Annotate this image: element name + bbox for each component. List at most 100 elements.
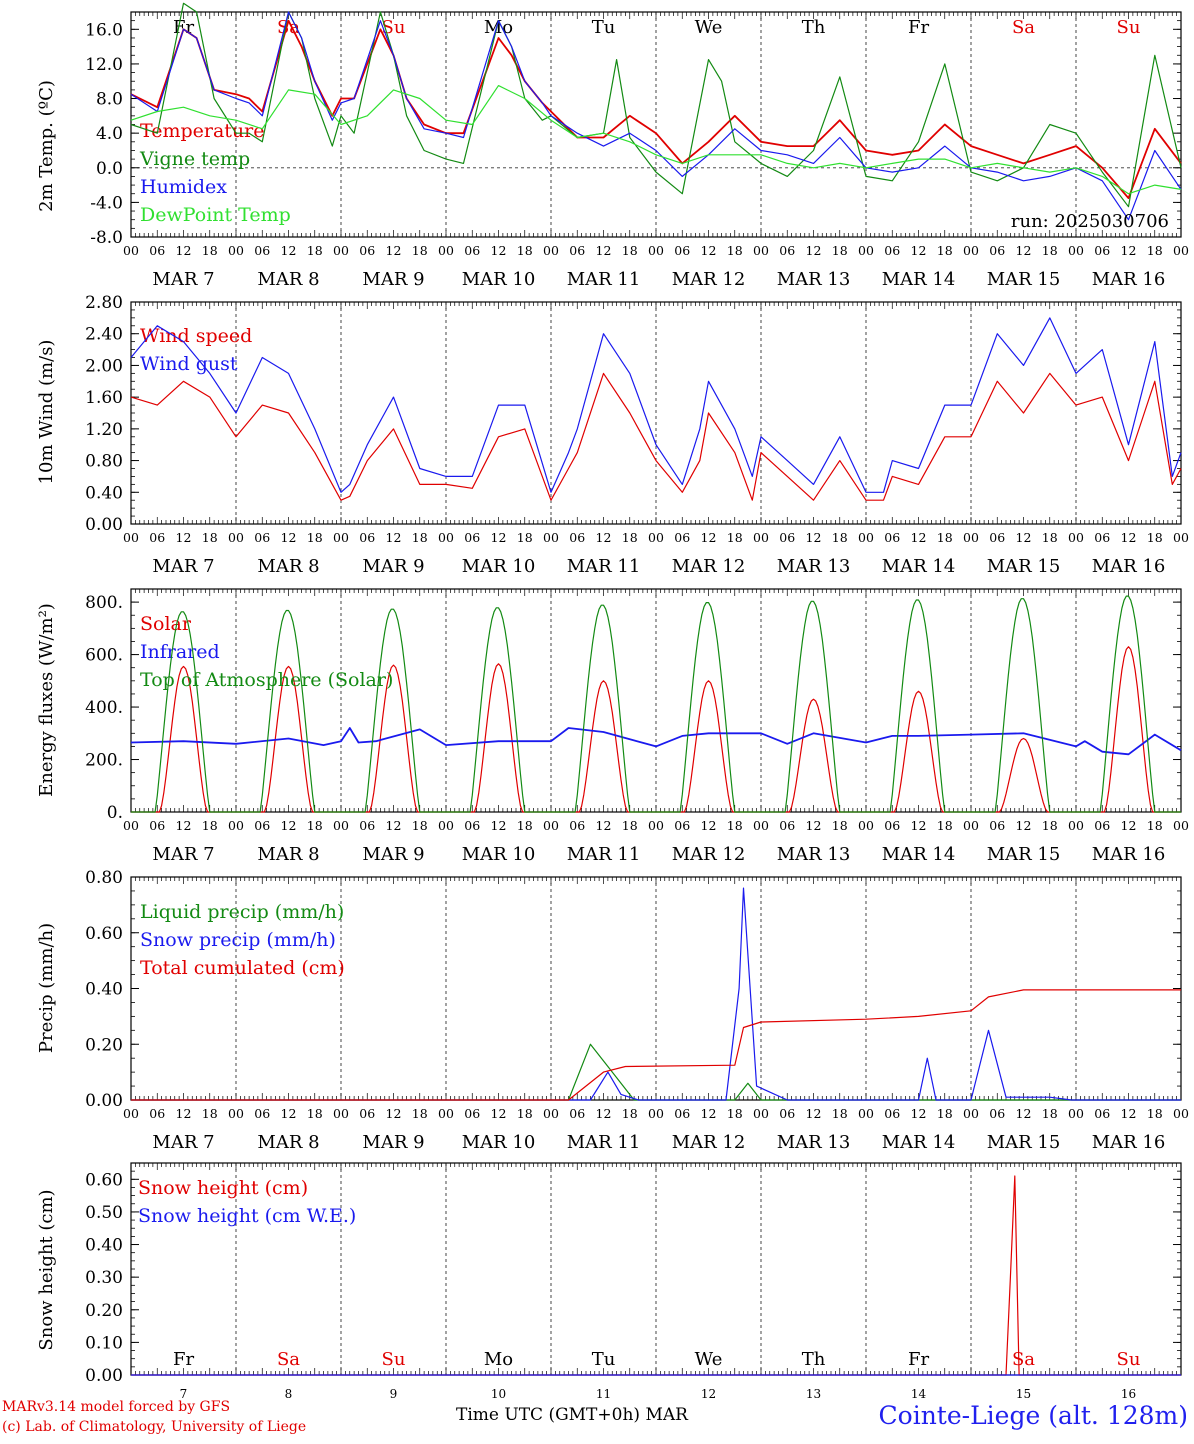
x-hour-label: 18 — [202, 530, 218, 545]
legend-entry: Wind gust — [140, 353, 238, 375]
x-date-label: MAR 8 — [257, 556, 319, 577]
x-hour-label: 18 — [622, 1106, 638, 1121]
x-hour-label: 06 — [569, 530, 585, 545]
y-tick-label: 1.20 — [85, 420, 123, 440]
day-name-label: Su — [1117, 1349, 1141, 1370]
x-hour-label: 00 — [333, 530, 349, 545]
day-name-label: Fr — [173, 1349, 194, 1370]
legend-entry: Infrared — [140, 641, 220, 663]
x-hour-label: 00 — [123, 530, 139, 545]
x-hour-label: 18 — [832, 818, 848, 833]
x-hour-label: 18 — [307, 818, 323, 833]
x-hour-label: 00 — [963, 530, 979, 545]
x-date-label: MAR 14 — [882, 556, 956, 577]
y-tick-label: 0. — [107, 803, 123, 823]
x-hour-label: 00 — [648, 818, 664, 833]
x-date-label: MAR 13 — [777, 556, 851, 577]
day-name-label: Su — [382, 17, 406, 38]
y-tick-label: 200. — [85, 751, 123, 771]
x-date-label: MAR 14 — [882, 844, 956, 865]
y-tick-label: 0.60 — [85, 924, 123, 944]
series-line-precip — [131, 887, 1181, 1101]
x-hour-label: 06 — [884, 530, 900, 545]
model-credit: MARv3.14 model forced by GFS — [2, 1399, 231, 1415]
x-hour-label: 12 — [1121, 243, 1137, 258]
y-tick-label: 8.0 — [96, 90, 123, 110]
x-hour-label: 00 — [228, 243, 244, 258]
x-hour-label: 18 — [412, 1106, 428, 1121]
x-hour-label: 00 — [333, 243, 349, 258]
x-hour-label: 06 — [464, 818, 480, 833]
x-hour-label: 00 — [438, 818, 454, 833]
legend-entry: Solar — [140, 613, 192, 635]
y-tick-label: 400. — [85, 698, 123, 718]
x-hour-label: 00 — [858, 530, 874, 545]
x-date-label: MAR 15 — [987, 269, 1061, 290]
x-hour-label: 06 — [149, 530, 165, 545]
station-name: Cointe-Liege (alt. 128m) — [878, 1401, 1188, 1430]
x-hour-label: 18 — [937, 530, 953, 545]
day-name-label: Sa — [277, 1349, 300, 1370]
x-hour-label: 12 — [386, 818, 402, 833]
x-hour-label: 06 — [254, 530, 270, 545]
x-date-label: MAR 8 — [257, 1132, 319, 1153]
x-hour-label: 18 — [1042, 818, 1058, 833]
y-tick-label: 0.80 — [85, 452, 123, 472]
x-date-label: MAR 15 — [987, 1132, 1061, 1153]
x-hour-label: 00 — [1173, 243, 1189, 258]
x-day-number: 13 — [806, 1387, 821, 1401]
y-axis-label: Precip (mm/h) — [36, 923, 57, 1053]
x-hour-label: 12 — [281, 243, 297, 258]
x-hour-label: 18 — [622, 818, 638, 833]
y-tick-label: 0.40 — [85, 483, 123, 503]
y-tick-label: 800. — [85, 593, 123, 613]
y-tick-label: 16.0 — [85, 20, 123, 40]
x-hour-label: 12 — [806, 1106, 822, 1121]
legend-entry: Snow height (cm W.E.) — [138, 1205, 356, 1227]
x-day-number: 8 — [285, 1387, 293, 1401]
x-hour-label: 12 — [1016, 243, 1032, 258]
x-date-label: MAR 16 — [1092, 269, 1166, 290]
x-hour-label: 00 — [543, 818, 559, 833]
legend-entry: Liquid precip (mm/h) — [140, 901, 344, 923]
day-name-label: Tu — [592, 1349, 616, 1370]
day-name-label: Sa — [1012, 17, 1035, 38]
day-name-label: Mo — [484, 17, 513, 38]
series-line-energy — [130, 727, 1182, 756]
x-hour-label: 06 — [884, 1106, 900, 1121]
x-hour-label: 00 — [963, 243, 979, 258]
x-hour-label: 12 — [281, 530, 297, 545]
x-hour-label: 12 — [701, 1106, 717, 1121]
x-hour-label: 00 — [753, 1106, 769, 1121]
x-date-label: MAR 9 — [362, 556, 424, 577]
y-tick-label: 0.00 — [85, 1366, 123, 1386]
plot-frame-energy — [130, 588, 1182, 813]
x-date-label: MAR 7 — [152, 269, 214, 290]
x-hour-label: 06 — [569, 818, 585, 833]
x-hour-label: 12 — [1016, 1106, 1032, 1121]
x-hour-label: 18 — [622, 530, 638, 545]
x-hour-label: 12 — [1121, 530, 1137, 545]
y-tick-label: -8.0 — [90, 228, 123, 248]
y-tick-label: 0.80 — [85, 868, 123, 888]
x-date-label: MAR 14 — [882, 1132, 956, 1153]
x-date-label: MAR 9 — [362, 1132, 424, 1153]
x-hour-label: 00 — [858, 1106, 874, 1121]
x-hour-label: 12 — [701, 243, 717, 258]
x-hour-label: 12 — [596, 243, 612, 258]
x-hour-label: 00 — [333, 818, 349, 833]
x-hour-label: 06 — [779, 530, 795, 545]
x-hour-label: 18 — [517, 818, 533, 833]
x-hour-label: 12 — [176, 530, 192, 545]
x-hour-label: 18 — [307, 1106, 323, 1121]
x-hour-label: 06 — [1094, 818, 1110, 833]
x-hour-label: 12 — [386, 243, 402, 258]
x-hour-label: 12 — [491, 1106, 507, 1121]
x-hour-label: 00 — [858, 243, 874, 258]
x-hour-label: 00 — [228, 530, 244, 545]
x-date-label: MAR 14 — [882, 269, 956, 290]
y-axis-label: 2m Temp. (ºC) — [36, 80, 57, 212]
y-tick-label: 600. — [85, 646, 123, 666]
x-hour-label: 06 — [779, 243, 795, 258]
